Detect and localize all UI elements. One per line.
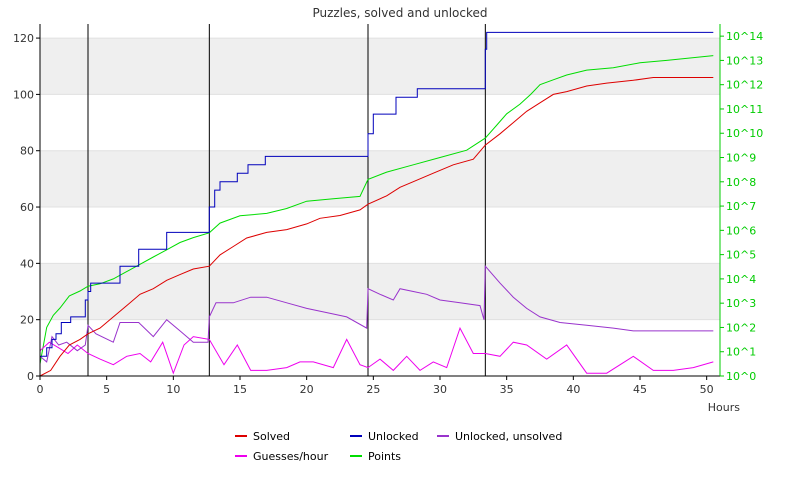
series-line-unlocked-unsolved: [39, 264, 714, 363]
y2-tick-label: 10^1: [726, 346, 756, 359]
x-tick-label: 15: [233, 383, 247, 396]
y2-tick-label: 10^14: [726, 30, 763, 43]
series-line-points: [39, 55, 714, 364]
y2-ticks: 10^0 10^1 10^2 10^3 10^4 10^5 10^6 10^7 10^8 10^9…: [720, 30, 763, 383]
y2-tick-label: 10^3: [726, 297, 756, 310]
x-axis-label: Hours: [708, 401, 740, 414]
y-tick-label: 120: [13, 32, 34, 45]
y2-tick-label: 10^7: [726, 200, 756, 213]
legend-label: Solved: [253, 430, 290, 443]
y-tick-label: 80: [20, 145, 34, 158]
x-tick-label: 5: [103, 383, 110, 396]
legend-label: Guesses/hour: [253, 450, 329, 463]
x-tick-label: 0: [37, 383, 44, 396]
y2-tick-label: 10^0: [726, 370, 756, 383]
legend-label: Unlocked: [368, 430, 419, 443]
grid-band: [40, 263, 720, 320]
legend-item: Points: [350, 450, 401, 463]
y-tick-label: 20: [20, 314, 34, 327]
y2-tick-label: 10^9: [726, 152, 756, 165]
x-tick-label: 30: [433, 383, 447, 396]
series-lines: [39, 31, 714, 377]
legend-label: Unlocked, unsolved: [455, 430, 562, 443]
axes: [39, 24, 721, 377]
legend-item: Unlocked: [350, 430, 419, 443]
y2-tick-label: 10^11: [726, 103, 763, 116]
y2-tick-label: 10^5: [726, 249, 756, 262]
series-line-guesses-hour: [39, 326, 714, 375]
x-tick-label: 45: [633, 383, 647, 396]
legend-label: Points: [368, 450, 401, 463]
chart-title: Puzzles, solved and unlocked: [312, 6, 487, 20]
legend-item: Solved: [235, 430, 290, 443]
x-tick-label: 35: [500, 383, 514, 396]
x-tick-label: 25: [366, 383, 380, 396]
grid-band: [40, 38, 720, 95]
y2-tick-label: 10^12: [726, 79, 763, 92]
y-tick-label: 0: [27, 370, 34, 383]
series-line-unlocked: [40, 31, 714, 357]
y2-tick-label: 10^4: [726, 273, 756, 286]
x-tick-label: 20: [300, 383, 314, 396]
legend-item: Unlocked, unsolved: [437, 430, 562, 443]
y2-tick-label: 10^13: [726, 54, 763, 67]
x-tick-label: 50: [700, 383, 714, 396]
y2-tick-label: 10^8: [726, 176, 756, 189]
series-line-solved: [39, 77, 714, 377]
y-ticks: 0 20 40 60 80 100 120: [13, 32, 40, 383]
y-tick-label: 60: [20, 201, 34, 214]
x-ticks: 0 5 10 15 20 25 30 35 40 45 50: [37, 376, 714, 396]
legend: Solved Unlocked Unlocked, unsolved Guesses/…: [235, 430, 562, 463]
x-tick-label: 40: [566, 383, 580, 396]
y-tick-label: 40: [20, 257, 34, 270]
y2-tick-label: 10^10: [726, 127, 763, 140]
y2-tick-label: 10^6: [726, 224, 756, 237]
x-tick-label: 10: [166, 383, 180, 396]
grid-bands: [40, 37, 720, 321]
y-tick-label: 100: [13, 88, 34, 101]
y2-tick-label: 10^2: [726, 321, 756, 334]
legend-item: Guesses/hour: [235, 450, 329, 463]
grid-band: [40, 150, 720, 208]
